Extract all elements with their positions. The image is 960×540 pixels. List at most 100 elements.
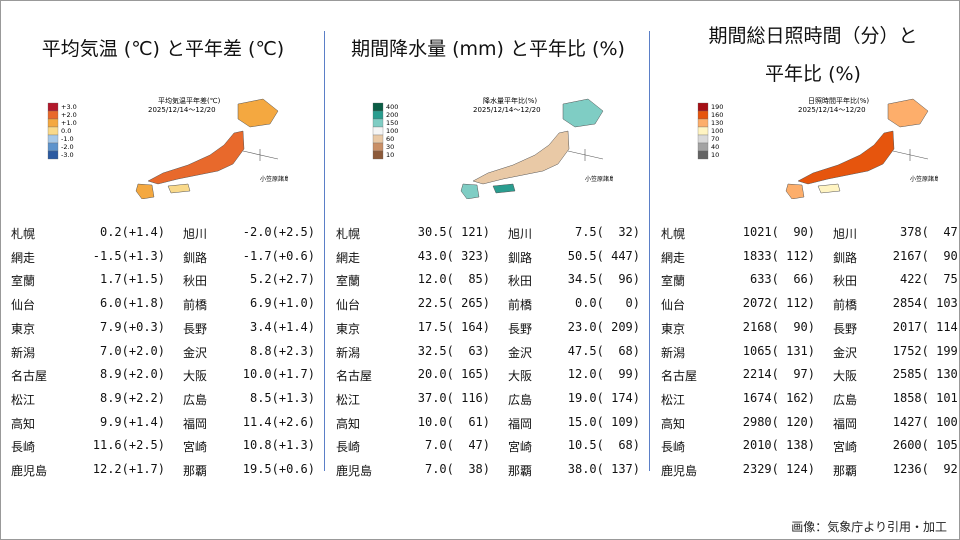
map-shikoku bbox=[817, 183, 841, 194]
legend-swatch bbox=[47, 126, 59, 136]
city-value: 1858( 101) bbox=[892, 390, 960, 405]
map: 降水量平年比(%)2025/12/14～12/20 400200150100603… bbox=[372, 96, 613, 199]
city-name: 室蘭 bbox=[661, 274, 686, 289]
city-value: 2168( 90) bbox=[742, 319, 815, 334]
city-value: 2017( 114) bbox=[892, 319, 960, 334]
map-title: 平均気温平年差(℃) bbox=[158, 96, 221, 105]
city-value: 2072( 112) bbox=[742, 296, 815, 311]
city-value: 47.5( 68) bbox=[567, 343, 640, 358]
city-value: 0.2(+1.4) bbox=[99, 225, 165, 239]
legend-label: 10 bbox=[386, 151, 394, 159]
city-name: 長崎 bbox=[11, 440, 36, 455]
panel: 平均気温 (℃) と平年差 (℃) 平均気温平年差(℃) 2025/12/14～12… bbox=[3, 1, 323, 521]
city-name: 高知 bbox=[661, 416, 686, 431]
city-name: 那覇 bbox=[183, 464, 208, 478]
city-name: 高知 bbox=[11, 416, 36, 431]
city-name: 釧路 bbox=[183, 250, 208, 265]
city-name: 札幌 bbox=[336, 227, 361, 241]
legend-label: 200 bbox=[386, 111, 398, 119]
map-honshu bbox=[472, 130, 570, 185]
legend-swatch bbox=[372, 134, 384, 144]
legend-swatch bbox=[372, 126, 384, 136]
city-name: 那覇 bbox=[833, 464, 858, 478]
city-value: 19.0( 174) bbox=[567, 390, 640, 405]
islands-box bbox=[892, 149, 929, 161]
city-name: 新潟 bbox=[11, 345, 36, 360]
city-name: 長野 bbox=[183, 321, 208, 336]
city-value: 20.0( 165) bbox=[417, 367, 490, 382]
city-value: 7.0(+2.0) bbox=[99, 343, 165, 358]
legend-swatch bbox=[697, 126, 709, 136]
city-name: 前橋 bbox=[833, 298, 858, 313]
city-value: 0.0( 0) bbox=[574, 296, 640, 311]
legend-label: 30 bbox=[386, 143, 394, 151]
panel-title: 期間総日照時間（分）と bbox=[708, 25, 918, 47]
city-name: 長野 bbox=[508, 321, 533, 336]
city-value: 1236( 92) bbox=[892, 462, 960, 476]
city-value: 6.9(+1.0) bbox=[249, 296, 315, 311]
city-name: 金沢 bbox=[508, 345, 533, 360]
city-value: 10.8(+1.3) bbox=[242, 438, 315, 453]
legend-swatch bbox=[697, 118, 709, 128]
city-value: 5.2(+2.7) bbox=[249, 272, 315, 287]
city-value: 23.0( 209) bbox=[567, 319, 640, 334]
city-name: 前橋 bbox=[183, 298, 208, 313]
map: 日照時間平年比(%)2025/12/14～12/20 19016013010070… bbox=[697, 96, 938, 199]
city-value: 8.8(+2.3) bbox=[249, 343, 315, 358]
islands-box bbox=[567, 149, 604, 161]
legend-swatch bbox=[372, 102, 384, 112]
legend-label: -1.0 bbox=[61, 135, 74, 143]
city-name: 名古屋 bbox=[11, 369, 48, 384]
city-name: 金沢 bbox=[183, 345, 208, 360]
city-value: 2329( 124) bbox=[742, 462, 815, 476]
legend-label: +3.0 bbox=[61, 103, 77, 111]
city-value: 1674( 162) bbox=[742, 390, 815, 405]
city-value: 7.0( 38) bbox=[424, 462, 490, 476]
map-period: 2025/12/14～12/20 bbox=[473, 106, 541, 114]
city-value: 34.5( 96) bbox=[567, 272, 640, 287]
city-value: 7.0( 47) bbox=[424, 438, 490, 453]
city-value: 10.0(+1.7) bbox=[242, 367, 315, 382]
city-value: 7.5( 32) bbox=[574, 225, 640, 239]
legend-swatch bbox=[372, 118, 384, 128]
city-value: -2.0(+2.5) bbox=[242, 225, 315, 239]
legend-label: -2.0 bbox=[61, 143, 74, 151]
city-name: 鹿児島 bbox=[661, 464, 698, 478]
islands-label: 小笠原諸島 bbox=[260, 175, 288, 183]
city-value: 37.0( 116) bbox=[417, 390, 490, 405]
city-name: 福岡 bbox=[183, 416, 208, 431]
city-name: 広島 bbox=[833, 392, 858, 407]
map-shikoku bbox=[492, 183, 516, 194]
city-name: 旭川 bbox=[183, 227, 208, 241]
city-value: 2167( 90) bbox=[892, 248, 960, 263]
city-name: 秋田 bbox=[833, 274, 858, 289]
city-name: 東京 bbox=[661, 321, 686, 336]
panel-title: 平年比 (%) bbox=[765, 63, 861, 85]
city-value: 1021( 90) bbox=[742, 225, 815, 239]
city-name: 鹿児島 bbox=[336, 464, 373, 478]
city-value: 1833( 112) bbox=[742, 248, 815, 263]
city-name: 長野 bbox=[833, 321, 858, 336]
city-name: 室蘭 bbox=[11, 274, 36, 289]
city-value: 422( 75) bbox=[899, 272, 960, 287]
city-name: 高知 bbox=[336, 416, 361, 431]
islands-label: 小笠原諸島 bbox=[585, 175, 613, 183]
islands-label: 小笠原諸島 bbox=[910, 175, 938, 183]
city-name: 長崎 bbox=[336, 440, 361, 455]
city-name: 長崎 bbox=[661, 440, 686, 455]
islands-box bbox=[242, 149, 279, 161]
legend-swatch bbox=[47, 134, 59, 144]
city-name: 仙台 bbox=[11, 298, 36, 313]
city-value: 17.5( 164) bbox=[417, 319, 490, 334]
city-value: 8.9(+2.2) bbox=[99, 390, 165, 405]
city-value: 32.5( 63) bbox=[417, 343, 490, 358]
legend-swatch bbox=[697, 110, 709, 120]
panel-title: 平均気温 (℃) と平年差 (℃) bbox=[41, 38, 285, 60]
legend-label: 60 bbox=[386, 135, 394, 143]
city-name: 大阪 bbox=[183, 369, 208, 384]
divider bbox=[649, 31, 650, 471]
map-honshu bbox=[797, 130, 895, 185]
city-value: 12.0( 85) bbox=[417, 272, 490, 287]
map: 平均気温平年差(℃)2025/12/14～12/20 +3.0+2.0+1.00.… bbox=[47, 96, 288, 199]
legend-swatch bbox=[697, 142, 709, 152]
